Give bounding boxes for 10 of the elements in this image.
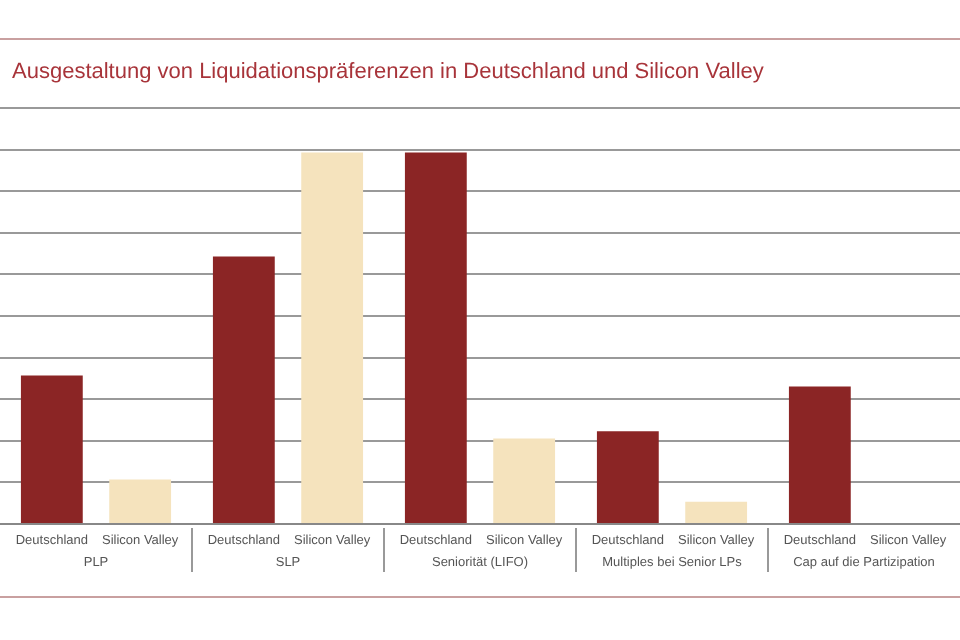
bar xyxy=(596,431,659,523)
chart-title: Ausgestaltung von Liquidationspräferenzen in Deutschland und Silicon Valley xyxy=(12,60,764,84)
bar xyxy=(788,386,851,523)
bar xyxy=(109,479,172,523)
bar xyxy=(685,501,748,523)
bar xyxy=(493,438,556,523)
bar xyxy=(20,375,83,523)
bar xyxy=(301,152,364,523)
bar xyxy=(404,152,467,523)
bar xyxy=(212,256,275,523)
